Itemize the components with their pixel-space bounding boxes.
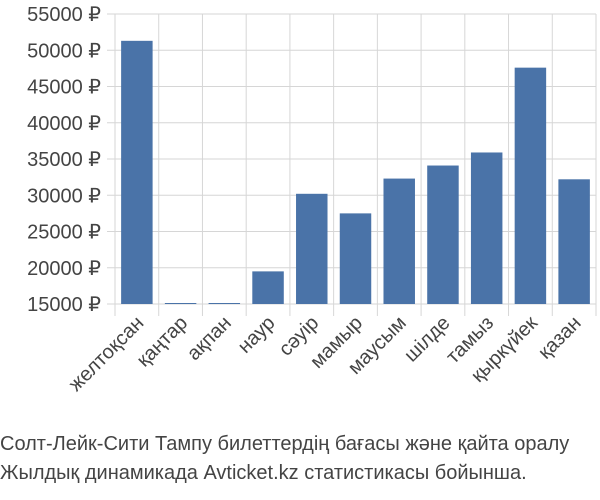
y-tick-label: 45000 ₽ [27,77,101,99]
bar [296,193,328,304]
bar [427,165,459,304]
bar [558,179,590,304]
x-tick-label: шілде [400,312,454,366]
bar [121,40,153,304]
bar [252,271,284,304]
bar [208,303,241,304]
bar [383,178,415,304]
bar [514,67,547,305]
y-tick-label: 40000 ₽ [27,113,101,135]
y-tick-label: 50000 ₽ [27,40,101,62]
y-tick-label: 25000 ₽ [27,222,101,244]
bar [339,213,372,304]
bar-chart: 15000 ₽ 20000 ₽ 25000 ₽ 30000 ₽ 35000 ₽ 40000… [27,4,597,396]
chart-caption: Солт-Лейк-Сити Тампу билеттердің бағасы … [0,430,600,488]
caption-line-2: Жылдық динамикада Avticket.kz статистика… [0,462,527,484]
x-axis-ticks: желтоқсанқаңтарақпаннаурсәуірмамырмаусым… [65,312,586,396]
x-tick-label: қазан [534,312,586,364]
y-tick-label: 20000 ₽ [27,258,101,280]
grid-layer [107,13,597,316]
y-axis-ticks: 15000 ₽ 20000 ₽ 25000 ₽ 30000 ₽ 35000 ₽ 40000… [27,4,101,316]
bar [470,152,503,304]
y-tick-label: 15000 ₽ [27,294,101,316]
x-tick-label: ақпан [183,312,236,365]
x-tick-label: наур [234,312,280,358]
y-tick-label: 55000 ₽ [27,4,101,26]
y-tick-label: 35000 ₽ [27,149,101,171]
y-tick-label: 30000 ₽ [27,185,101,207]
bar-layer [121,40,590,305]
caption-line-1: Солт-Лейк-Сити Тампу билеттердің бағасы … [0,433,570,455]
bar [164,303,197,304]
